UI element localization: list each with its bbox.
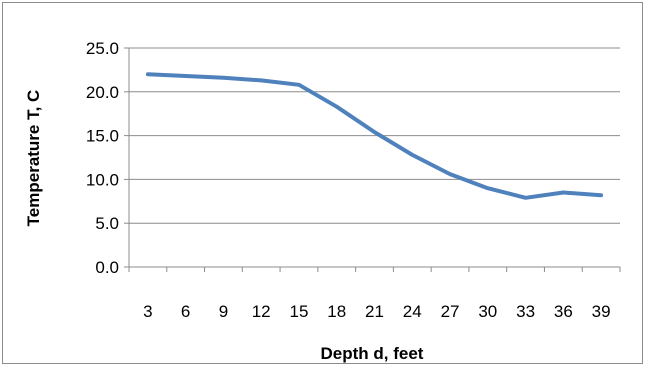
x-tick-label: 3 bbox=[143, 302, 152, 321]
y-axis-title: Temperature T, C bbox=[24, 90, 43, 227]
x-tick-label: 24 bbox=[403, 302, 422, 321]
x-tick-label: 36 bbox=[554, 302, 573, 321]
y-tick-label: 5.0 bbox=[95, 214, 119, 233]
x-tick-label: 18 bbox=[327, 302, 346, 321]
x-tick-label: 9 bbox=[219, 302, 228, 321]
x-tick-label: 12 bbox=[252, 302, 271, 321]
x-tick-label: 27 bbox=[441, 302, 460, 321]
y-tick-label: 25.0 bbox=[86, 39, 119, 58]
y-tick-label: 20.0 bbox=[86, 83, 119, 102]
y-tick-label: 10.0 bbox=[86, 170, 119, 189]
x-tick-label: 15 bbox=[290, 302, 309, 321]
axes bbox=[124, 48, 620, 272]
x-tick-label: 33 bbox=[516, 302, 535, 321]
x-tick-label: 6 bbox=[181, 302, 190, 321]
x-tick-label: 30 bbox=[478, 302, 497, 321]
x-tick-label: 21 bbox=[365, 302, 384, 321]
gridlines bbox=[129, 48, 620, 223]
y-tick-label: 15.0 bbox=[86, 127, 119, 146]
x-axis-title: Depth d, feet bbox=[321, 344, 424, 363]
y-tick-label: 0.0 bbox=[95, 258, 119, 277]
x-tick-label: 39 bbox=[592, 302, 611, 321]
